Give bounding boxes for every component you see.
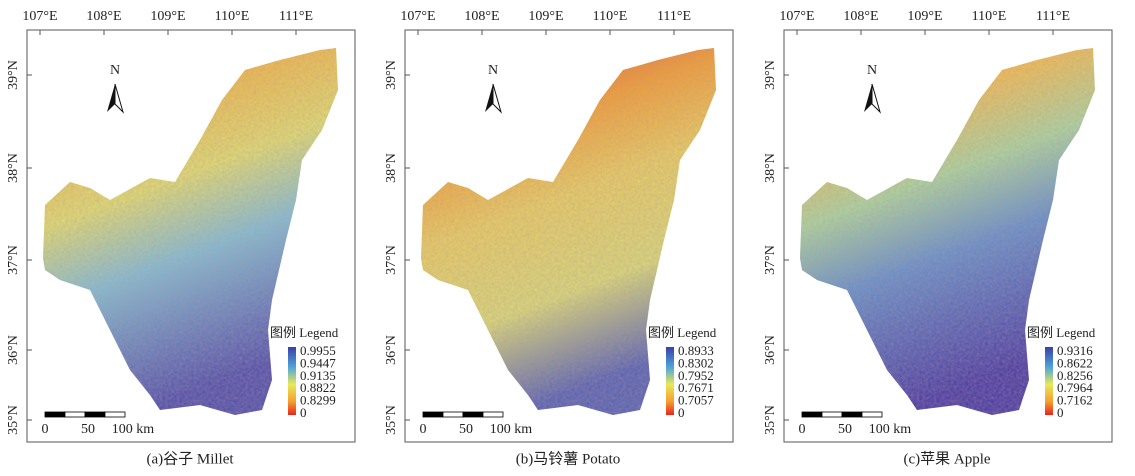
lon-label: 109°E — [907, 9, 942, 24]
lon-label: 108°E — [464, 9, 499, 24]
legend-label: 0 — [678, 405, 685, 420]
north-arrow — [872, 84, 880, 112]
lat-label: 36°N — [384, 335, 399, 365]
lon-label: 108°E — [843, 9, 878, 24]
north-label: N — [488, 63, 498, 78]
lat-label: 35°N — [763, 405, 778, 435]
scale-label: 0 — [42, 422, 49, 437]
legend-label: 0 — [1057, 405, 1064, 420]
scale-bar — [105, 412, 125, 417]
scale-bar — [65, 412, 85, 417]
scale-bar — [483, 412, 503, 417]
lon-label: 110°E — [972, 9, 1007, 24]
lon-label: 111°E — [657, 9, 691, 24]
caption: (b)马铃薯 Potato — [516, 450, 621, 467]
lat-label: 38°N — [384, 153, 399, 183]
lon-label: 107°E — [779, 9, 814, 24]
caption: (a)谷子 Millet — [146, 450, 234, 467]
scale-label: 100 km — [112, 422, 155, 437]
legend-colorbar — [666, 347, 674, 415]
lon-label: 107°E — [22, 9, 57, 24]
legend-label: 0 — [300, 405, 307, 420]
lon-label: 109°E — [528, 9, 563, 24]
scale-label: 100 km — [490, 422, 533, 437]
legend-title: 图例 Legend — [270, 325, 339, 340]
caption: (c)苹果 Apple — [903, 450, 990, 467]
scale-bar — [423, 412, 443, 417]
scale-label: 0 — [420, 422, 427, 437]
scale-bar — [842, 412, 862, 417]
lat-label: 39°N — [763, 60, 778, 90]
scale-bar — [85, 412, 105, 417]
lat-label: 37°N — [763, 245, 778, 275]
lon-label: 107°E — [400, 9, 435, 24]
legend-title: 图例 Legend — [648, 325, 717, 340]
north-arrow — [485, 84, 493, 112]
lon-label: 111°E — [279, 9, 313, 24]
scale-bar — [802, 412, 822, 417]
map-panel: 107°E 108°E 109°E 110°E 111°E 39°N 38°N 37°N 36°… — [763, 9, 1112, 467]
lon-label: 110°E — [215, 9, 250, 24]
lon-label: 111°E — [1036, 9, 1070, 24]
lon-label: 109°E — [150, 9, 185, 24]
figure: 107°E 108°E 109°E 110°E 111°E 39°N 38°N 37°N 36°… — [0, 0, 1135, 471]
scale-label: 0 — [799, 422, 806, 437]
lat-label: 36°N — [6, 335, 21, 365]
lat-label: 39°N — [384, 60, 399, 90]
lat-label: 38°N — [6, 153, 21, 183]
map-panel: 107°E 108°E 109°E 110°E 111°E 39°N 38°N 37°N 36°… — [384, 9, 733, 467]
scale-bar — [45, 412, 65, 417]
lon-label: 110°E — [593, 9, 628, 24]
lat-label: 38°N — [763, 153, 778, 183]
lat-label: 35°N — [6, 405, 21, 435]
north-arrow — [493, 84, 501, 112]
lon-label: 108°E — [86, 9, 121, 24]
north-arrow — [115, 84, 123, 112]
map-panel: 107°E 108°E 109°E 110°E 111°E 39°N 38°N 37°N 36°… — [6, 9, 355, 467]
scale-bar — [822, 412, 842, 417]
legend-colorbar — [1045, 347, 1053, 415]
lat-label: 39°N — [6, 60, 21, 90]
legend-title: 图例 Legend — [1027, 325, 1096, 340]
north-arrow — [107, 84, 115, 112]
lat-label: 36°N — [763, 335, 778, 365]
scale-bar — [443, 412, 463, 417]
north-arrow — [864, 84, 872, 112]
scale-label: 100 km — [869, 422, 912, 437]
legend-colorbar — [288, 347, 296, 415]
scale-label: 50 — [838, 422, 852, 437]
scale-bar — [862, 412, 882, 417]
scale-bar — [463, 412, 483, 417]
north-label: N — [867, 63, 877, 78]
lat-label: 37°N — [6, 245, 21, 275]
north-label: N — [110, 63, 120, 78]
lat-label: 37°N — [384, 245, 399, 275]
scale-label: 50 — [459, 422, 473, 437]
lat-label: 35°N — [384, 405, 399, 435]
scale-label: 50 — [81, 422, 95, 437]
